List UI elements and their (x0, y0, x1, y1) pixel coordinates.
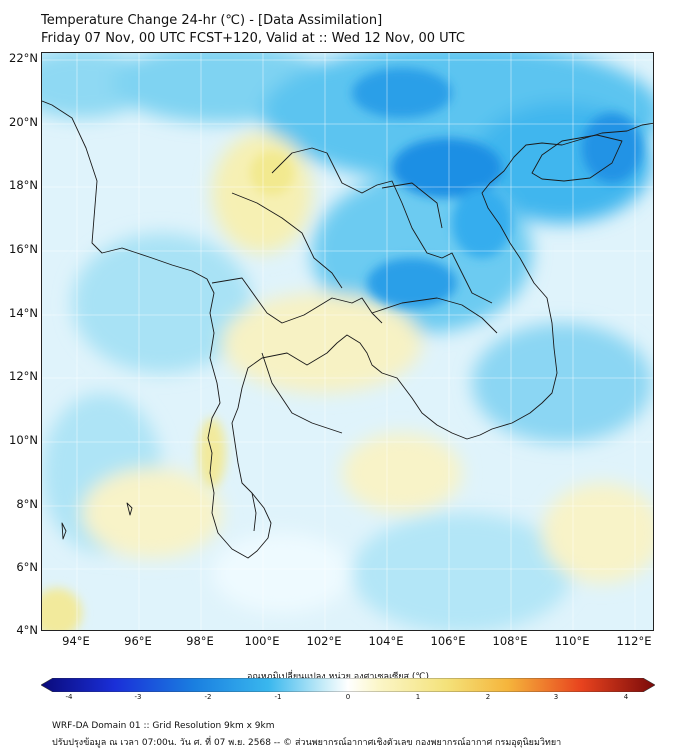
lat-label: 22°N (9, 51, 38, 65)
lon-label: 112°E (616, 634, 652, 648)
colorbar-tick: 1 (415, 693, 421, 701)
lon-label: 102°E (306, 634, 342, 648)
lat-label: 8°N (16, 497, 38, 511)
colorbar-tick: -2 (204, 693, 212, 701)
footer-domain-info: WRF-DA Domain 01 :: Grid Resolution 9km … (52, 721, 275, 731)
lat-label: 16°N (9, 242, 38, 256)
lat-label: 14°N (9, 306, 38, 320)
lat-label: 12°N (9, 369, 38, 383)
colorbar-title: อุณหภูมิเปลี่ยนแปลง หน่วย องศาเซลเซียส (… (246, 672, 430, 682)
colorbar-tick: 3 (553, 693, 559, 701)
coastlines (42, 100, 653, 559)
temperature-field (42, 53, 653, 630)
lon-label: 104°E (368, 634, 404, 648)
lat-label: 10°N (9, 433, 38, 447)
lon-label: 96°E (124, 634, 152, 648)
lat-label: 18°N (9, 178, 38, 192)
map-area[interactable] (41, 52, 654, 631)
colorbar (41, 678, 655, 692)
anomaly-patches (42, 53, 653, 630)
lon-label: 100°E (244, 634, 280, 648)
lon-label: 110°E (554, 634, 590, 648)
colorbar-tick: -3 (134, 693, 142, 701)
gridlines (42, 53, 653, 630)
lon-label: 94°E (62, 634, 90, 648)
lon-label: 108°E (492, 634, 528, 648)
colorbar-tick: 4 (623, 693, 629, 701)
footer-credit: ปรับปรุงข้อมูล ณ เวลา 07:00น. วัน ศ. ที่… (52, 738, 562, 748)
lat-label: 4°N (16, 623, 38, 637)
lat-label: 20°N (9, 115, 38, 129)
colorbar-tick: -4 (65, 693, 73, 701)
lon-label: 106°E (430, 634, 466, 648)
map-subtitle: Friday 07 Nov, 00 UTC FCST+120, Valid at… (41, 31, 465, 46)
lat-label: 6°N (16, 560, 38, 574)
colorbar-tick: -1 (274, 693, 282, 701)
colorbar-tick: 2 (485, 693, 491, 701)
map-title: Temperature Change 24-hr (℃) - [Data Ass… (41, 13, 383, 28)
colorbar-tick: 0 (345, 693, 351, 701)
lon-label: 98°E (186, 634, 214, 648)
